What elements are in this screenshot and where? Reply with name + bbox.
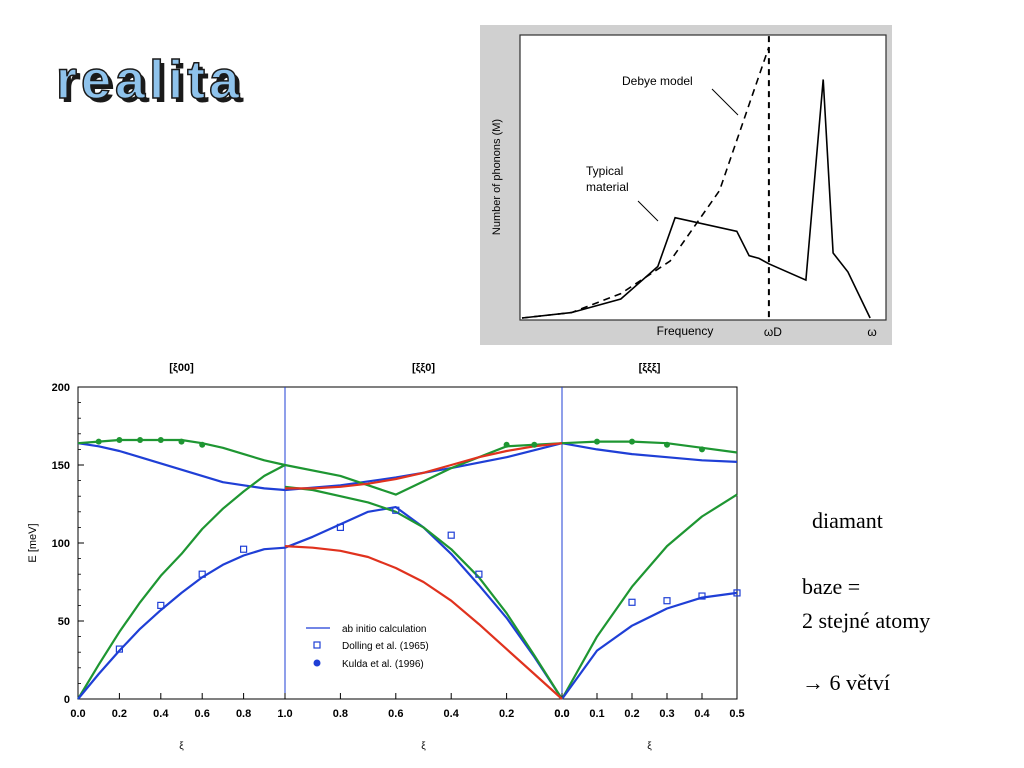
dolling-data-point — [198, 570, 206, 578]
panel-label-100: [ξ00] — [169, 362, 194, 374]
dispersion-branch-7 — [285, 442, 563, 490]
dolling-data-point — [447, 531, 455, 539]
omega-d-label: ωD — [764, 325, 782, 339]
dos-plot-area — [519, 34, 887, 321]
kulda-data-point — [699, 446, 705, 453]
dispersion-legend: ab initio calculation Dolling et al. (19… — [306, 624, 429, 670]
dispersion-chart: 0 50 100 150 200 0.0 0.2 0.4 0.6 0.8 1.0 0.8 0.6 0.4 0… — [27, 362, 745, 752]
dispersion-plot-frame — [77, 386, 738, 700]
xi-axis-label-3: ξ — [647, 741, 652, 752]
y-tick-label: 50 — [58, 616, 70, 628]
legend-dolling: Dolling et al. (1965) — [342, 641, 429, 652]
dispersion-branch-6 — [284, 545, 563, 700]
x-tick-label: 0.6 — [195, 708, 210, 720]
x-tick-label: 0.8 — [333, 708, 348, 720]
kulda-data-point — [594, 438, 600, 445]
legend-filled-circle-swatch — [313, 659, 321, 667]
x-tick-label: 0.1 — [589, 708, 604, 720]
material-name: diamant — [812, 508, 883, 533]
kulda-data-point — [157, 437, 164, 444]
dispersion-branch-0 — [77, 442, 738, 492]
dolling-data-point — [240, 545, 248, 553]
kulda-data-point — [116, 437, 123, 444]
x-tick-label: 0.5 — [729, 708, 744, 720]
dolling-data-point — [392, 506, 400, 514]
basis-line-2: 2 stejné atomy — [802, 608, 931, 633]
dos-x-axis-label: Frequency — [657, 324, 714, 338]
x-tick-label: 0.0 — [70, 708, 85, 720]
y-tick-label: 150 — [52, 460, 70, 472]
dispersion-branch-2 — [77, 464, 738, 700]
slide-title-shadow: realita — [60, 54, 247, 112]
x-tick-label: 0.2 — [112, 708, 127, 720]
basis-line-1: baze = — [802, 574, 861, 599]
dolling-data-point — [475, 570, 483, 578]
y-tick-label: 200 — [52, 382, 70, 394]
kulda-data-point — [95, 438, 102, 445]
dispersion-branch-5 — [284, 485, 563, 700]
x-tick-label: 0.4 — [153, 708, 169, 720]
dolling-data-point — [628, 598, 636, 606]
dispersion-y-axis-label: E [meV] — [27, 523, 39, 562]
debye-model-annotation: Debye model — [622, 74, 693, 88]
dolling-data-point — [157, 601, 165, 609]
x-tick-label: 0.0 — [554, 708, 569, 720]
dolling-data-point — [663, 597, 671, 605]
y-tick-label: 0 — [64, 694, 70, 706]
x-tick-label: 0.4 — [694, 708, 710, 720]
dolling-data-point — [733, 589, 741, 597]
panel-label-110: [ξξ0] — [412, 362, 435, 374]
kulda-data-point — [137, 437, 144, 444]
branch-count: → 6 větví — [802, 670, 890, 695]
dos-chart: Number of phonons (M) Frequency ωD ω Deb… — [491, 34, 887, 339]
x-tick-label: 0.4 — [444, 708, 460, 720]
dispersion-branch-4 — [284, 506, 563, 700]
slide-title: realita realita — [56, 52, 247, 112]
dolling-data-point — [115, 645, 124, 653]
slide-title-text: realita — [56, 52, 243, 110]
typical-material-annotation-line2: material — [586, 180, 629, 194]
dolling-data-point — [336, 523, 344, 531]
x-tick-label: 0.2 — [624, 708, 639, 720]
typical-material-pointer — [637, 200, 659, 222]
kulda-data-point — [664, 441, 670, 448]
x-tick-label: 0.8 — [236, 708, 251, 720]
dispersion-branch-3 — [77, 546, 738, 700]
xi-axis-label-2: ξ — [421, 741, 426, 752]
kulda-data-point — [531, 441, 538, 448]
x-tick-label: 0.2 — [499, 708, 514, 720]
omega-label: ω — [867, 325, 876, 339]
xi-axis-label-1: ξ — [179, 741, 184, 752]
kulda-data-point — [178, 438, 185, 445]
kulda-data-point — [503, 441, 510, 448]
dos-chart-panel: Number of phonons (M) Frequency ωD ω Deb… — [480, 25, 892, 345]
dolling-data-point — [698, 592, 706, 600]
y-tick-label: 100 — [52, 538, 70, 550]
dos-y-axis-label: Number of phonons (M) — [491, 119, 503, 235]
kulda-data-point — [629, 438, 635, 445]
x-tick-label: 0.3 — [659, 708, 674, 720]
typical-material-annotation-line1: Typical — [586, 164, 623, 178]
legend-ab-initio: ab initio calculation — [342, 624, 427, 635]
legend-kulda: Kulda et al. (1996) — [342, 659, 424, 670]
debye-model-pointer — [711, 88, 739, 116]
panel-label-111: [ξξξ] — [639, 362, 661, 374]
legend-open-square-swatch — [313, 641, 321, 649]
x-tick-label: 1.0 — [277, 708, 292, 720]
x-tick-label: 0.0 — [554, 708, 569, 720]
kulda-data-point — [199, 441, 206, 448]
typical-material-curve — [521, 79, 871, 319]
x-tick-label: 0.6 — [388, 708, 403, 720]
